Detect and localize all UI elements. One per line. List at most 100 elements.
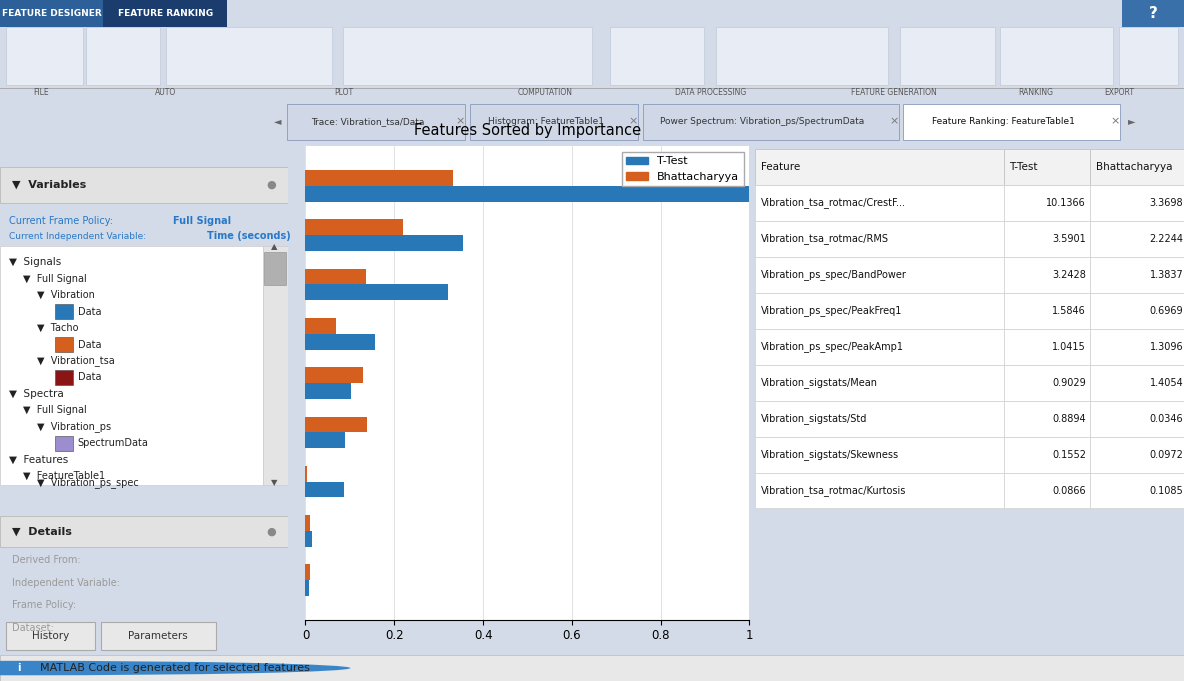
Bar (54, 370, 73, 385)
Bar (305, 466, 307, 481)
Bar (6, 622, 95, 650)
Bar (1090, 400, 1184, 437)
Text: 1.0415: 1.0415 (1053, 342, 1086, 351)
Text: Data: Data (78, 373, 101, 383)
Text: FEATURE DESIGNER: FEATURE DESIGNER (1, 9, 102, 18)
Bar (1090, 148, 1184, 185)
Text: ▼  Vibration_ps: ▼ Vibration_ps (38, 422, 111, 432)
Text: 1.3837: 1.3837 (1150, 270, 1183, 280)
Text: Histogram: FeatureTable1: Histogram: FeatureTable1 (488, 117, 604, 126)
Title: Features Sorted by Importance: Features Sorted by Importance (414, 123, 641, 138)
Text: MATLAB Code is generated for selected features: MATLAB Code is generated for selected fe… (33, 663, 310, 673)
Text: 0.6969: 0.6969 (1150, 306, 1183, 316)
Text: Derived From:: Derived From: (12, 555, 81, 565)
Text: RANKING: RANKING (1018, 89, 1054, 97)
Bar (0, 167, 288, 203)
Bar (716, 27, 888, 85)
Text: Bhattacharyya: Bhattacharyya (1095, 162, 1172, 172)
Bar (1119, 27, 1178, 85)
Text: ▼  Spectra: ▼ Spectra (8, 389, 64, 399)
Bar (305, 383, 352, 399)
Text: 0.0866: 0.0866 (1053, 486, 1086, 496)
Text: ▼  Signals: ▼ Signals (8, 257, 60, 267)
Text: SpectrumData: SpectrumData (78, 439, 148, 448)
Text: Power Spectrum: Vibration_ps/SpectrumData: Power Spectrum: Vibration_ps/SpectrumDat… (661, 117, 864, 126)
Bar (0, 0, 103, 27)
Bar (903, 104, 1120, 140)
Bar (305, 481, 345, 497)
Bar (1090, 221, 1184, 257)
Bar (305, 186, 749, 202)
Text: ▼  Features: ▼ Features (8, 455, 67, 464)
Text: Current Independent Variable:: Current Independent Variable: (8, 232, 146, 240)
Text: FEATURE GENERATION: FEATURE GENERATION (851, 89, 937, 97)
Bar (6, 27, 83, 85)
Bar (305, 318, 336, 334)
Text: Dataset:: Dataset: (12, 623, 53, 633)
Text: Independent Variable:: Independent Variable: (12, 577, 120, 588)
Text: AUTO: AUTO (155, 89, 176, 97)
Text: Vibration_ps_spec/BandPower: Vibration_ps_spec/BandPower (760, 269, 907, 280)
Text: Current Frame Policy:: Current Frame Policy: (8, 216, 112, 225)
Text: ●: ● (266, 526, 276, 537)
Text: COMPUTATION: COMPUTATION (517, 89, 572, 97)
Bar (0, 516, 288, 547)
Bar (54, 337, 73, 352)
Bar (305, 285, 448, 300)
Text: DATA PROCESSING: DATA PROCESSING (675, 89, 746, 97)
Text: 3.2428: 3.2428 (1053, 270, 1086, 280)
Text: PLOT: PLOT (334, 89, 353, 97)
Bar (1004, 185, 1090, 221)
Text: 0.8894: 0.8894 (1053, 413, 1086, 424)
Text: 0.0972: 0.0972 (1150, 449, 1183, 460)
Bar (470, 104, 638, 140)
Bar (755, 473, 1004, 509)
Text: ►: ► (1128, 116, 1135, 127)
Text: Data: Data (78, 306, 101, 317)
Text: 3.5901: 3.5901 (1053, 234, 1086, 244)
Text: History: History (32, 631, 69, 641)
Bar (305, 565, 310, 580)
Bar (305, 219, 403, 235)
Text: Frame Policy:: Frame Policy: (12, 600, 76, 610)
Bar (103, 0, 227, 27)
Text: ▼  Vibration: ▼ Vibration (38, 290, 95, 300)
Bar (1000, 27, 1113, 85)
Text: 0.1552: 0.1552 (1053, 449, 1086, 460)
Bar (305, 580, 309, 596)
Text: ●: ● (266, 180, 276, 190)
Text: ▼: ▼ (271, 478, 277, 488)
Text: i: i (18, 663, 20, 673)
Bar (305, 367, 362, 383)
Bar (755, 437, 1004, 473)
Bar (101, 622, 215, 650)
Bar (166, 27, 332, 85)
Bar (1004, 473, 1090, 509)
Bar (1122, 0, 1184, 27)
Text: 1.3096: 1.3096 (1150, 342, 1183, 351)
Text: FEATURE RANKING: FEATURE RANKING (117, 9, 213, 18)
Bar (0, 247, 263, 486)
Bar (755, 221, 1004, 257)
Bar (1004, 329, 1090, 364)
Text: Vibration_ps_spec/PeakFreq1: Vibration_ps_spec/PeakFreq1 (760, 305, 902, 316)
Text: ▼  FeatureTable1: ▼ FeatureTable1 (22, 471, 105, 481)
Bar (263, 247, 288, 486)
Bar (305, 417, 367, 432)
Text: 3.3698: 3.3698 (1150, 197, 1183, 208)
Bar (305, 432, 345, 448)
Text: Feature: Feature (760, 162, 800, 172)
Bar (1004, 400, 1090, 437)
Bar (305, 235, 463, 251)
Text: ?: ? (1148, 6, 1158, 21)
Text: ×: × (629, 116, 638, 127)
Bar (1090, 257, 1184, 293)
Bar (610, 27, 704, 85)
Bar (305, 269, 366, 285)
Bar (1090, 185, 1184, 221)
Bar (1090, 437, 1184, 473)
Bar (1004, 148, 1090, 185)
Circle shape (0, 661, 350, 676)
Text: ▼  Full Signal: ▼ Full Signal (22, 405, 86, 415)
Text: ▼  Vibration_ps_spec: ▼ Vibration_ps_spec (38, 477, 140, 488)
